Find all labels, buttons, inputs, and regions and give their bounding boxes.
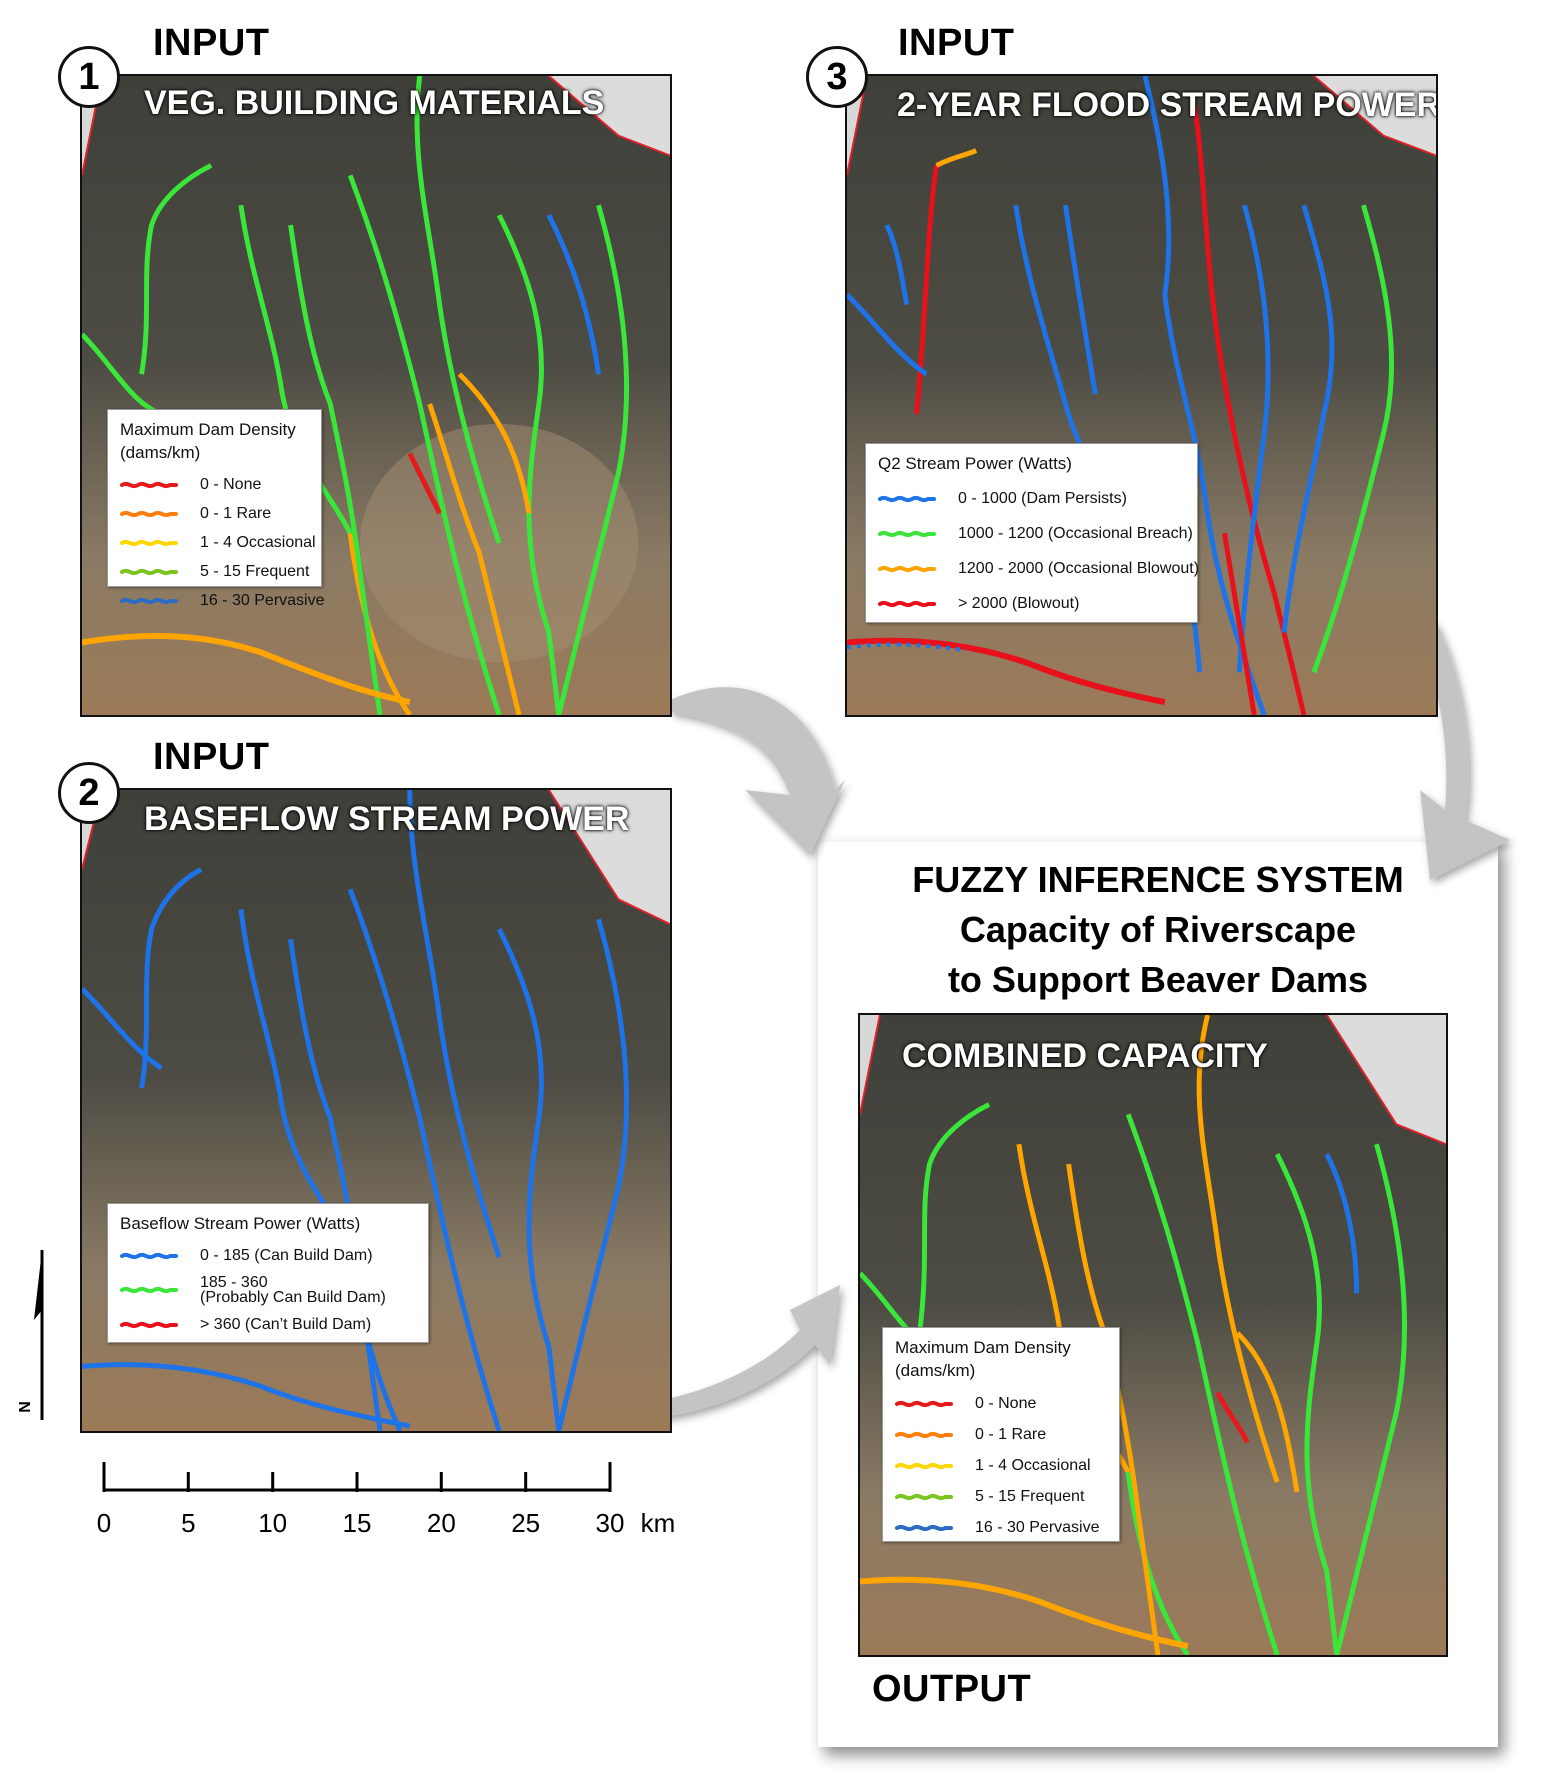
map-combined-capacity: COMBINED CAPACITY Maximum Dam Density (d…: [858, 1013, 1448, 1657]
legend-baseflow: Baseflow Stream Power (Watts) 0 - 185 (C…: [107, 1203, 429, 1343]
north-arrow-icon: [34, 1250, 44, 1420]
legend-item: 0 - None: [895, 1388, 1107, 1419]
legend-label: 0 - 1 Rare: [975, 1425, 1047, 1443]
legend-title: Maximum Dam Density (dams/km): [120, 420, 296, 462]
north-arrow: N: [17, 1250, 66, 1435]
legend-swatch: [895, 1462, 953, 1469]
legend-label: 1 - 4 Occasional: [200, 533, 316, 551]
legend-title: Maximum Dam Density (dams/km): [895, 1338, 1071, 1380]
legend-item: 0 - None: [120, 470, 309, 499]
legend-label-sub: (Probably Can Build Dam): [200, 1289, 386, 1306]
legend-label: 16 - 30 Pervasive: [975, 1518, 1100, 1536]
legend-swatch: [878, 530, 936, 537]
legend-swatch: [120, 1286, 178, 1294]
fis-line-1: FUZZY INFERENCE SYSTEM: [912, 859, 1404, 900]
scale-tick-label: 30: [595, 1508, 625, 1538]
scale-tick-label: 5: [181, 1508, 196, 1538]
legend-swatch: [878, 495, 936, 502]
legend-item: 185 - 360 (Probably Can Build Dam): [120, 1270, 416, 1310]
legend-veg: Maximum Dam Density (dams/km) 0 - None 0 …: [107, 409, 325, 609]
legend-label: 1000 - 1200 (Occasional Breach): [958, 524, 1193, 542]
legend-combined: Maximum Dam Density (dams/km) 0 - None 0 …: [882, 1327, 1120, 1542]
legend-item: 1 - 4 Occasional: [895, 1450, 1107, 1481]
map-title-veg: VEG. BUILDING MATERIALS: [144, 84, 605, 122]
scale-unit-label: km: [640, 1508, 676, 1538]
arrow-2-to-output: [600, 1285, 840, 1420]
legend-label: 185 - 360: [200, 1274, 268, 1291]
heading-input-2: INPUT: [153, 736, 270, 778]
legend-item: 1200 - 2000 (Occasional Blowout): [878, 551, 1199, 586]
legend-label: > 360 (Can’t Build Dam): [200, 1315, 372, 1333]
fis-title: FUZZY INFERENCE SYSTEM Capacity of River…: [818, 855, 1498, 1005]
legend-label: 5 - 15 Frequent: [200, 562, 310, 580]
legend-item: 5 - 15 Frequent: [895, 1481, 1107, 1512]
scale-tick-label: 0: [96, 1508, 112, 1538]
legend-label: 16 - 30 Pervasive: [200, 591, 325, 609]
legend-swatch: [895, 1400, 953, 1407]
heading-output: OUTPUT: [872, 1668, 1032, 1710]
legend-label: 0 - 1 Rare: [200, 504, 272, 522]
arrow-3-to-output: [1420, 620, 1510, 880]
legend-swatch: [120, 481, 178, 488]
legend-swatch: [120, 1252, 178, 1259]
badge-3: 3: [806, 46, 868, 108]
legend-title: Baseflow Stream Power (Watts): [120, 1214, 361, 1233]
legend-item: 0 - 1000 (Dam Persists): [878, 481, 1185, 516]
legend-swatch: [878, 565, 936, 572]
legend-item: 16 - 30 Pervasive: [895, 1512, 1107, 1543]
legend-swatch: [120, 597, 178, 604]
legend-item: > 2000 (Blowout): [878, 586, 1185, 621]
legend-swatch: [878, 600, 936, 607]
legend-title: Q2 Stream Power (Watts): [878, 454, 1072, 473]
legend-item: 16 - 30 Pervasive: [120, 586, 325, 615]
map-title-baseflow: BASEFLOW STREAM POWER: [144, 800, 630, 838]
scale-tick-label: 25: [511, 1508, 541, 1538]
badge-2: 2: [58, 762, 120, 824]
legend-swatch: [895, 1524, 953, 1531]
legend-label: 0 - None: [200, 475, 262, 493]
scale-tick-label: 10: [258, 1508, 288, 1538]
map-title-combined: COMBINED CAPACITY: [902, 1037, 1268, 1075]
legend-swatch: [895, 1431, 953, 1438]
fis-line-3: to Support Beaver Dams: [947, 959, 1369, 1000]
legend-item: > 360 (Can’t Build Dam): [120, 1310, 416, 1339]
legend-label: 0 - None: [975, 1394, 1037, 1412]
map-title-flood: 2-YEAR FLOOD STREAM POWER: [897, 86, 1438, 124]
legend-flood: Q2 Stream Power (Watts) 0 - 1000 (Dam Pe…: [865, 443, 1199, 623]
legend-label: 0 - 1000 (Dam Persists): [958, 489, 1127, 507]
legend-swatch: [120, 568, 178, 575]
legend-item: 1 - 4 Occasional: [120, 528, 316, 557]
legend-label: 0 - 185 (Can Build Dam): [200, 1246, 373, 1264]
map-veg-building-materials: VEG. BUILDING MATERIALS Maximum Dam Dens…: [80, 74, 672, 717]
legend-swatch: [120, 539, 178, 546]
heading-input-3: INPUT: [898, 22, 1015, 64]
legend-item: 5 - 15 Frequent: [120, 557, 309, 586]
legend-swatch: [120, 510, 178, 517]
legend-swatch: [120, 1321, 178, 1328]
scale-tick-label: 20: [426, 1508, 456, 1538]
legend-label: > 2000 (Blowout): [958, 594, 1080, 612]
legend-swatch: [895, 1493, 953, 1500]
legend-item: 0 - 185 (Can Build Dam): [120, 1241, 416, 1270]
heading-input-1: INPUT: [153, 22, 270, 64]
legend-label-group: 185 - 360 (Probably Can Build Dam): [200, 1274, 386, 1306]
legend-label: 1 - 4 Occasional: [975, 1456, 1091, 1474]
scale-tick-label: 15: [342, 1508, 372, 1538]
legend-item: 1000 - 1200 (Occasional Breach): [878, 516, 1193, 551]
legend-item: 0 - 1 Rare: [895, 1419, 1107, 1450]
scale-bar-line: [102, 1462, 612, 1492]
legend-item: 0 - 1 Rare: [120, 499, 309, 528]
badge-1: 1: [58, 46, 120, 108]
legend-label: 5 - 15 Frequent: [975, 1487, 1085, 1505]
north-label: N: [16, 1401, 34, 1413]
arrow-1-to-output: [670, 687, 845, 855]
map-2-year-flood-stream-power: 2-YEAR FLOOD STREAM POWER Q2 Stream Powe…: [845, 74, 1438, 717]
map-baseflow-stream-power: BASEFLOW STREAM POWER Baseflow Stream Po…: [80, 788, 672, 1433]
fis-line-2: Capacity of Riverscape: [959, 909, 1357, 950]
legend-label: 1200 - 2000 (Occasional Blowout): [958, 559, 1200, 577]
